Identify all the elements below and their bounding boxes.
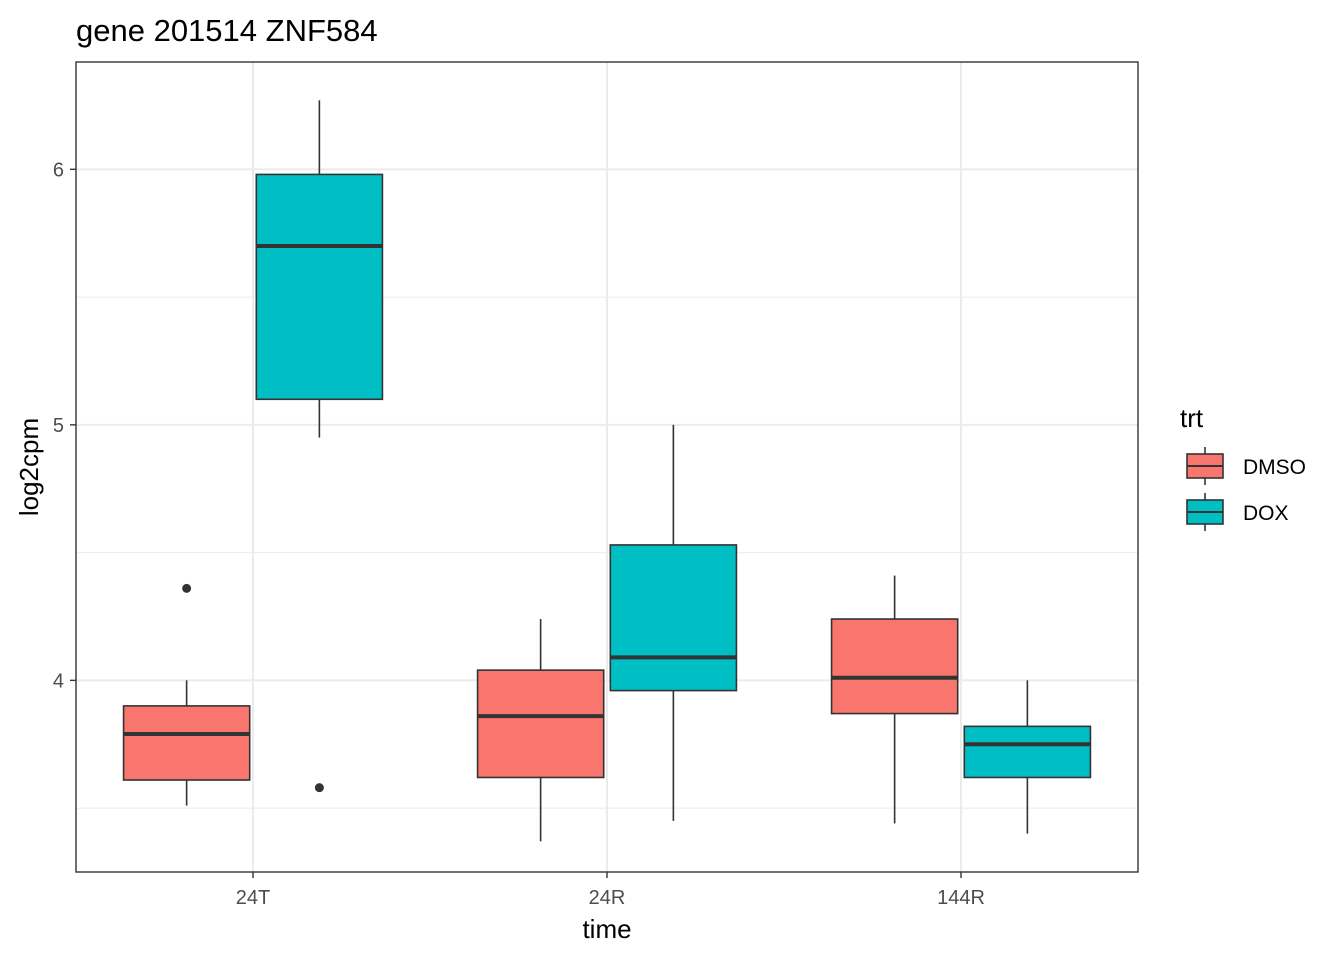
y-tick-label: 6 xyxy=(53,159,64,181)
box-dmso-24t xyxy=(122,583,251,806)
box-iqr xyxy=(830,618,959,715)
y-tick-label: 4 xyxy=(53,670,64,692)
legend-label: DMSO xyxy=(1243,456,1306,479)
outlier-point xyxy=(182,583,192,593)
x-tick-label: 144R xyxy=(937,887,985,909)
box-iqr xyxy=(609,544,738,692)
legend-title: trt xyxy=(1180,403,1204,433)
axis-ticks: 4 5 6 24T 24R 144R xyxy=(53,159,985,909)
box-dmso-24r xyxy=(476,619,605,842)
box-dox-144r xyxy=(963,680,1092,834)
legend-label: DOX xyxy=(1243,502,1289,525)
plot-boxes xyxy=(122,100,1092,842)
chart-title: gene 201514 ZNF584 xyxy=(76,13,378,48)
box-iqr xyxy=(122,705,251,781)
box-dox-24r xyxy=(609,424,738,821)
y-tick-label: 5 xyxy=(53,415,64,437)
outlier-point xyxy=(314,783,324,793)
legend: trt DMSO DOX xyxy=(1180,403,1306,531)
x-tick-label: 24T xyxy=(236,887,270,909)
grid-lines xyxy=(76,62,1138,872)
box-dox-24t xyxy=(255,100,384,793)
legend-item-dox: DOX xyxy=(1186,493,1289,531)
box-dmso-144r xyxy=(830,575,959,824)
box-iqr xyxy=(255,173,384,401)
box-iqr xyxy=(963,725,1092,779)
y-axis-title: log2cpm xyxy=(14,418,44,516)
box-iqr xyxy=(476,669,605,779)
x-tick-label: 24R xyxy=(589,887,626,909)
legend-item-dmso: DMSO xyxy=(1186,447,1306,485)
x-axis-title: time xyxy=(582,914,631,944)
